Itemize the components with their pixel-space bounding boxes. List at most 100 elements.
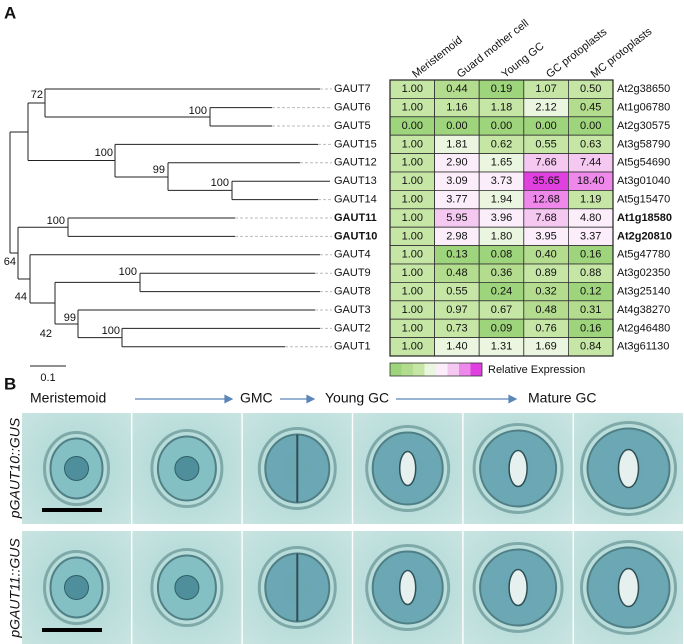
cell-value: 3.37 <box>580 230 601 242</box>
cell-outline <box>43 550 110 625</box>
cell-value: 1.00 <box>402 249 423 261</box>
row-label: pGAUT11::GUS <box>7 538 23 639</box>
locus: At5g15470 <box>617 194 670 206</box>
gene-name: GAUT13 <box>334 175 377 187</box>
cell-value: 0.00 <box>402 120 423 132</box>
bootstrap: 44 <box>15 291 27 303</box>
cell-value: 0.36 <box>491 267 512 279</box>
gene-name: GAUT7 <box>334 83 371 95</box>
cell-value: 0.00 <box>491 120 512 132</box>
bootstrap: 100 <box>95 147 113 159</box>
micrographs <box>22 413 683 644</box>
panel-label: B <box>4 374 16 393</box>
cell-value: 1.31 <box>491 341 512 353</box>
cell-value: 1.00 <box>402 83 423 95</box>
gene-name: GAUT4 <box>334 249 371 261</box>
stage-label: Meristemoid <box>30 390 106 406</box>
cell-value: 0.76 <box>535 322 556 334</box>
cell-outline <box>580 421 677 516</box>
cell-value: 3.96 <box>491 212 512 224</box>
cell-value: 0.13 <box>446 249 467 261</box>
cell-value: 0.08 <box>491 249 512 261</box>
gene-name: GAUT15 <box>334 138 377 150</box>
cell-value: 1.00 <box>402 341 423 353</box>
pore <box>617 567 640 608</box>
nucleus <box>64 456 89 481</box>
cell-outline <box>580 540 677 635</box>
column-header: Guard mother cell <box>455 17 531 80</box>
cell-value: 35.65 <box>532 175 560 187</box>
cell-value: 0.00 <box>580 120 601 132</box>
bootstrap: 100 <box>119 266 137 278</box>
cell-value: 0.48 <box>446 267 467 279</box>
cell-value: 0.48 <box>535 304 556 316</box>
gene-name: GAUT1 <box>334 341 371 353</box>
bootstrap: 100 <box>211 177 229 189</box>
cell-value: 3.73 <box>491 175 512 187</box>
locus: At3g25140 <box>617 286 670 298</box>
cell-value: 3.77 <box>446 194 467 206</box>
cell-value: 7.66 <box>535 157 556 169</box>
cell-value: 1.07 <box>535 83 556 95</box>
cell-value: 1.80 <box>491 230 512 242</box>
cell-outline <box>365 425 451 512</box>
locus: At3g01040 <box>617 175 670 187</box>
pore <box>398 450 417 487</box>
gene-name: GAUT12 <box>334 157 377 169</box>
legend-swatch <box>470 363 482 376</box>
cell-outline <box>43 431 110 506</box>
cell-value: 0.31 <box>580 304 601 316</box>
cell-value: 1.65 <box>491 157 512 169</box>
cell-value: 0.19 <box>491 83 512 95</box>
cell-value: 0.67 <box>491 304 512 316</box>
locus: At3g61130 <box>617 341 669 353</box>
gene-name: GAUT6 <box>334 102 371 114</box>
cell-value: 1.69 <box>535 341 556 353</box>
cell-value: 1.00 <box>402 286 423 298</box>
tree-leaders <box>235 88 332 348</box>
bootstrap: 64 <box>4 256 16 268</box>
pore <box>398 569 417 606</box>
cell-value: 0.55 <box>535 138 556 150</box>
cell-value: 0.62 <box>491 138 512 150</box>
nucleus <box>174 575 200 600</box>
cell-value: 0.24 <box>491 286 512 298</box>
cell-value: 4.80 <box>580 212 601 224</box>
locus: At2g30575 <box>617 120 670 132</box>
column-header: Young GC <box>499 40 546 80</box>
panel-label: A <box>4 3 16 22</box>
cell-value: 1.81 <box>446 138 467 150</box>
row-label: pGAUT10::GUS <box>7 417 23 519</box>
cell-value: 3.09 <box>446 175 467 187</box>
cell-value: 0.88 <box>580 267 601 279</box>
stage-label: Mature GC <box>528 390 596 406</box>
locus: At5g47780 <box>617 249 670 261</box>
cell-value: 0.09 <box>491 322 512 334</box>
cell-value: 0.40 <box>535 249 556 261</box>
cell-outline <box>257 427 337 510</box>
cell-value: 7.44 <box>580 157 601 169</box>
cell-outline <box>365 544 451 631</box>
bootstrap: 100 <box>47 215 65 227</box>
cell-value: 1.00 <box>402 175 423 187</box>
cell-value: 0.73 <box>446 322 467 334</box>
legend-swatch <box>459 363 471 376</box>
cell-value: 0.84 <box>580 341 601 353</box>
cell-value: 0.00 <box>535 120 556 132</box>
gene-name: GAUT10 <box>334 230 377 242</box>
nucleus <box>64 575 89 600</box>
locus: At2g38650 <box>617 83 670 95</box>
cell-value: 1.00 <box>402 157 423 169</box>
legend-swatch <box>424 363 436 376</box>
cell-value: 0.16 <box>580 249 601 261</box>
cell-value: 0.50 <box>580 83 601 95</box>
legend-swatch <box>390 363 402 376</box>
cell-value: 1.00 <box>402 304 423 316</box>
gene-name: GAUT5 <box>334 120 371 132</box>
pore <box>508 568 528 607</box>
locus: At3g58790 <box>617 138 670 150</box>
cell-outline <box>150 548 224 627</box>
cell-value: 1.00 <box>402 138 423 150</box>
cell-value: 0.44 <box>446 83 467 95</box>
cell-value: 7.68 <box>535 212 556 224</box>
